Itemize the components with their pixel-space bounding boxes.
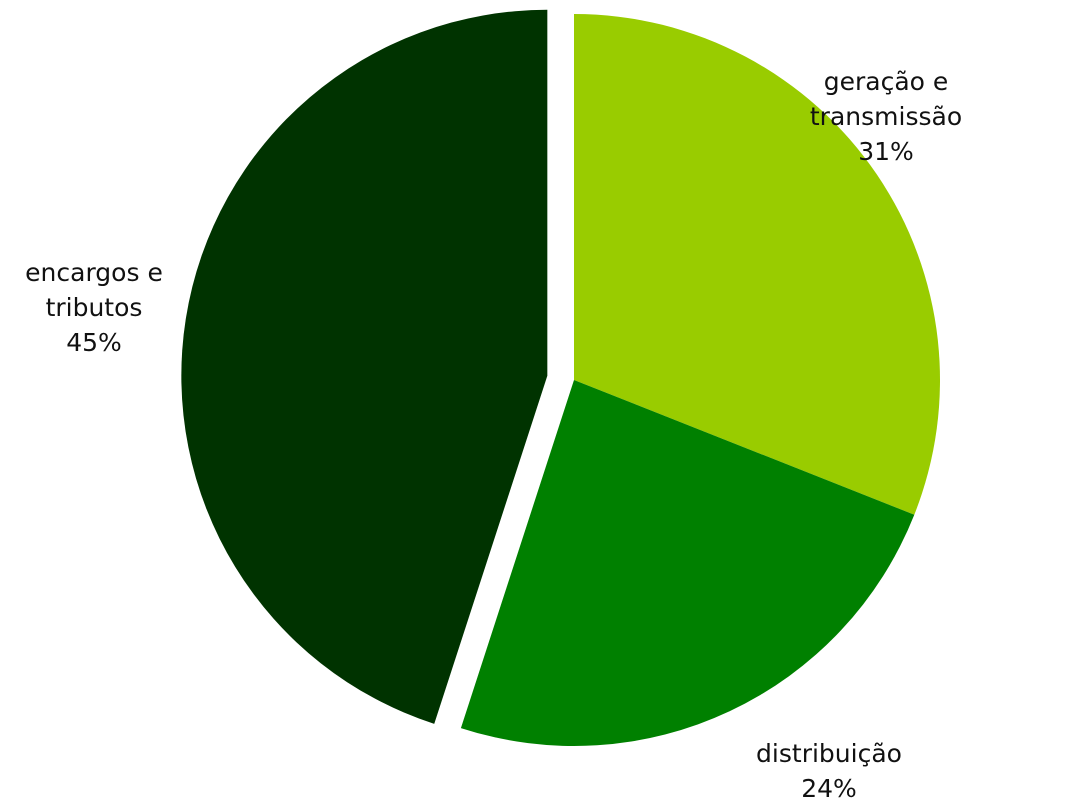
slice-distribution [460,380,915,746]
slice-1-label-line-1: distribuição [756,739,902,768]
slice-0-value-label: 31% [858,137,914,166]
slice-2-label-line-1: encargos e [25,258,163,287]
slice-label-geracao-transmissao: geração e transmissão 31% [810,64,962,169]
slice-charges-taxes [181,9,548,724]
slice-0-label-line-2: transmissão [809,102,963,131]
slice-1-value-label: 24% [801,774,857,803]
slice-label-encargos-tributos: encargos e tributos 45% [25,255,163,360]
slice-2-label-line-2: tributos [45,293,143,322]
slice-generation-transmission [574,14,940,515]
pie-slices [181,9,940,746]
slice-0-label-line-1: geração e [823,67,949,96]
slice-label-distribuicao: distribuição 24% [756,736,902,806]
slice-2-value-label: 45% [66,328,122,357]
